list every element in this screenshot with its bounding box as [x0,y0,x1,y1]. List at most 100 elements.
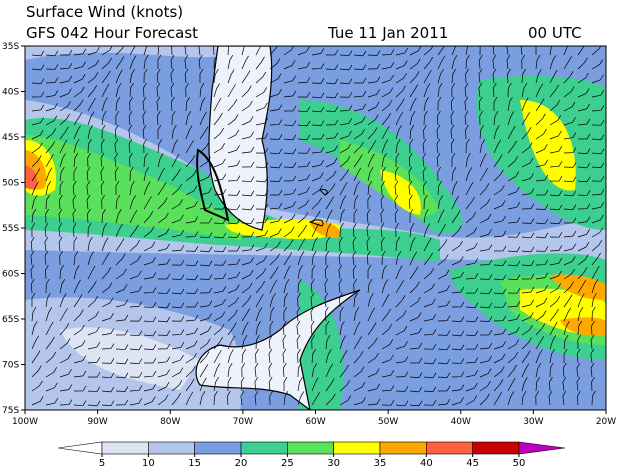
barb [241,282,253,294]
barb [31,306,37,322]
barb [451,240,463,252]
barb [171,139,178,154]
barb [423,96,429,112]
barb [45,180,51,196]
barb [367,322,377,336]
barb [129,195,136,210]
barb [227,362,233,378]
barb [171,199,184,210]
barb [255,56,265,70]
barb [310,306,315,322]
barb [185,378,195,392]
barb [437,69,444,84]
barb [381,385,395,392]
barb [465,211,477,224]
barb [213,173,227,182]
colorbar-label: 25 [281,458,294,469]
barb [577,320,583,336]
barb [73,125,81,140]
barb [171,342,185,350]
barb [311,172,324,182]
barb [563,230,577,238]
barb [409,138,414,154]
barb [171,153,180,168]
barb [45,167,53,182]
barb [45,194,50,210]
barb [507,96,513,112]
land-south-america [208,46,273,231]
barb [395,236,400,252]
barb [59,308,68,322]
barb [311,237,318,252]
barb [437,398,451,406]
barb [590,362,595,378]
barb [437,110,441,126]
barb [521,173,534,182]
barb [493,230,507,238]
lat-label: 60S [2,270,19,280]
barb [114,152,119,168]
barb [296,320,301,336]
barb [563,71,574,84]
barb [535,54,541,70]
barb [409,97,417,112]
barb [549,99,561,112]
barb [73,74,86,84]
colorbar-segment [240,441,288,455]
barb [437,180,442,196]
barb [31,181,39,196]
barb [409,372,423,378]
barb [535,83,544,98]
date: Tue 11 Jan 2011 [327,24,448,42]
barb [479,380,491,392]
barb [563,86,575,98]
barb [549,69,558,84]
barb [199,187,212,196]
barb [199,156,211,168]
barb [269,279,278,294]
barb [283,162,297,168]
barb [115,329,129,336]
barb [367,101,380,112]
barb [352,236,357,252]
barb [59,139,68,154]
barb [87,46,100,56]
barb [101,372,115,379]
barb [115,268,127,280]
barb [157,273,171,280]
barb [310,320,315,336]
barb [493,139,502,154]
barb [507,377,516,392]
colorbar-segment [148,441,195,455]
barb [451,301,465,308]
barb [58,208,63,224]
barb [311,78,325,84]
barb [367,63,381,70]
barb [45,154,54,168]
barb [437,330,451,336]
barb [549,283,562,294]
barb [297,224,308,238]
barb [451,397,464,406]
barb [353,194,359,210]
barb [241,244,255,252]
barb [507,217,521,224]
barb [143,241,156,252]
barb [324,306,329,322]
barb [73,166,78,182]
barb [535,113,546,126]
barb [213,143,226,154]
barb [423,372,437,379]
barb [507,391,515,406]
barb [184,68,189,84]
barb [227,390,231,406]
barb [465,357,479,364]
barb [521,157,534,168]
barb [185,140,194,154]
barb [87,311,100,322]
barb [199,126,209,140]
colorbar-segment [472,441,520,455]
barb [324,292,329,308]
field [25,165,37,190]
barb [493,288,507,295]
